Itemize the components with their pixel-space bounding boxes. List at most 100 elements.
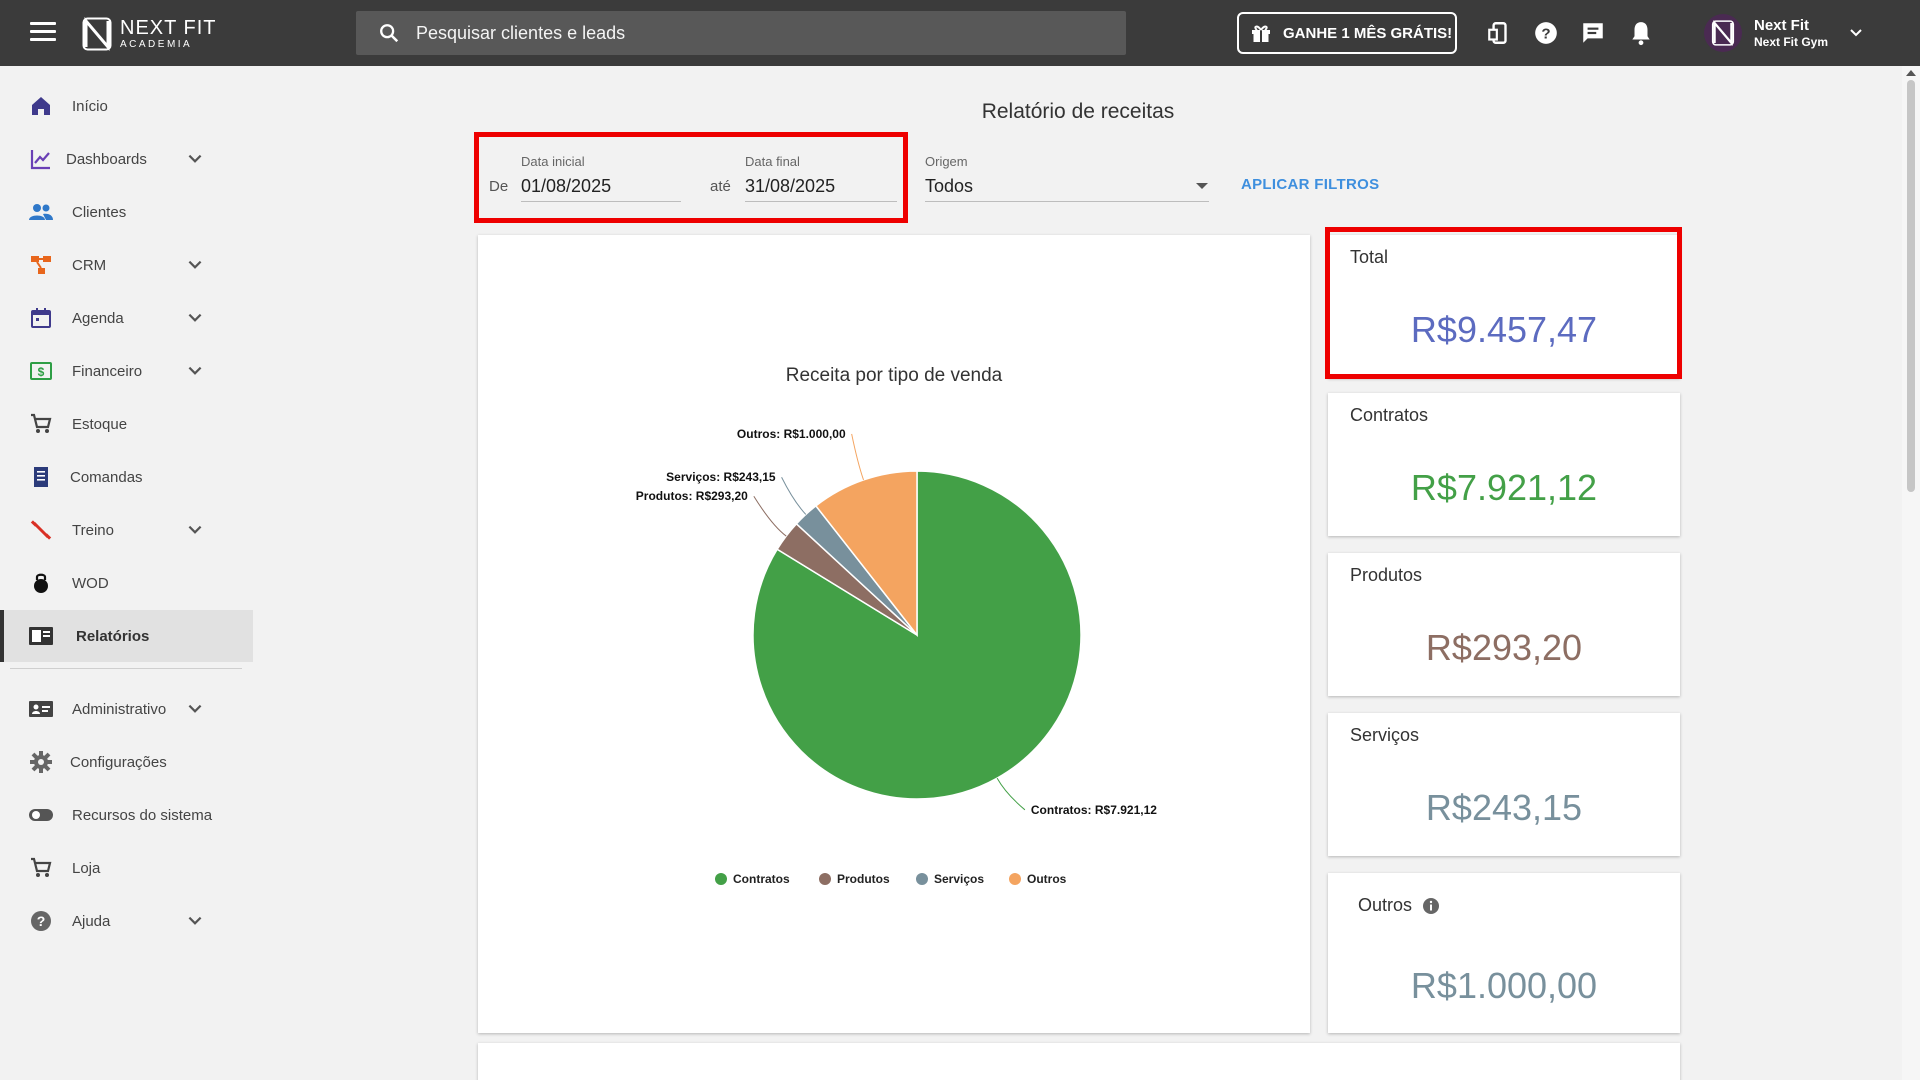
gift-icon (1252, 25, 1270, 42)
date-range-highlight (474, 132, 908, 223)
leader-line-produtos (753, 495, 787, 537)
servicos-card: Serviços R$243,15 (1328, 713, 1680, 856)
logo[interactable]: NEXT FIT ACADEMIA (82, 16, 217, 52)
toggle-icon (28, 802, 54, 828)
chart-line-icon (28, 146, 54, 172)
mobile-app-icon[interactable] (1486, 20, 1512, 46)
sidebar-item-label: Relatórios (76, 627, 150, 645)
svg-text:$: $ (38, 365, 45, 379)
menu-icon[interactable] (30, 22, 56, 44)
sidebar-item-label: Treino (72, 521, 114, 539)
data-label-contratos: Contratos: R$7.921,12 (1031, 803, 1157, 817)
sidebar-item-label: WOD (72, 574, 109, 592)
sidebar-item-crm[interactable]: CRM (0, 239, 253, 291)
sidebar-item-label: Recursos do sistema (72, 806, 213, 824)
legend-label-contratos: Contratos (733, 872, 790, 886)
total-value: R$9.457,47 (1410, 309, 1598, 350)
sidebar-item-recursos[interactable]: Recursos do sistema (0, 789, 253, 841)
gym-name: Next Fit Gym (1754, 34, 1829, 49)
sidebar-item-label: Configurações (70, 753, 167, 771)
scrollbar[interactable] (1902, 66, 1920, 1080)
legend-marker-contratos (715, 873, 727, 885)
sidebar-item-wod[interactable]: WOD (0, 557, 253, 609)
start-date-underline (521, 201, 681, 202)
chart-title: Receita por tipo de venda (785, 365, 1003, 386)
info-icon[interactable] (1422, 897, 1440, 915)
sidebar-item-label: CRM (72, 256, 107, 274)
cart-icon (28, 411, 54, 437)
kettlebell-icon (28, 570, 54, 596)
produtos-value: R$293,20 (1425, 627, 1583, 668)
people-icon (28, 199, 54, 225)
origin-select[interactable]: Todos (925, 176, 974, 196)
pie-slice-outros (814, 470, 918, 638)
sidebar-item-estoque[interactable]: Estoque (0, 398, 253, 450)
scroll-thumb[interactable] (1907, 80, 1915, 492)
sidebar-item-administrativo[interactable]: Administrativo (0, 683, 253, 735)
start-date-label: Data inicial (521, 154, 585, 169)
sidebar-item-agenda[interactable]: Agenda (0, 292, 253, 344)
sidebar-item-dashboards[interactable]: Dashboards (0, 133, 253, 185)
scroll-up-icon[interactable] (1906, 70, 1916, 76)
contratos-value: R$7.921,12 (1410, 467, 1598, 508)
search-input[interactable] (416, 22, 1016, 44)
sidebar-item-label: Início (72, 97, 108, 115)
notification-bell-icon[interactable] (1628, 20, 1654, 46)
sidebar-item-financeiro[interactable]: $ Financeiro (0, 345, 253, 397)
chevron-down-icon (188, 916, 202, 925)
sidebar-item-clientes[interactable]: Clientes (0, 186, 253, 238)
top-bar: NEXT FIT ACADEMIA GANHE 1 MÊS GRÁTIS! ? … (0, 0, 1920, 66)
receipt-icon (28, 464, 54, 490)
sidebar-item-loja[interactable]: Loja (0, 842, 253, 894)
page-title: Relatório de receitas (981, 100, 1175, 123)
sidebar-item-label: Comandas (70, 468, 143, 486)
chevron-down-icon (188, 260, 202, 269)
apply-filters-button[interactable]: APLICAR FILTROS (1241, 176, 1380, 193)
chevron-down-icon (188, 704, 202, 713)
sidebar-item-label: Ajuda (72, 912, 111, 930)
sidebar-item-label: Loja (72, 859, 101, 877)
produtos-card: Produtos R$293,20 (1328, 553, 1680, 696)
home-icon (28, 93, 54, 119)
leader-line-contratos (996, 777, 1026, 811)
sidebar-item-ajuda[interactable]: ? Ajuda (0, 895, 253, 947)
total-label: Total (1350, 247, 1389, 267)
sidebar-item-label: Agenda (72, 309, 124, 327)
leader-line-servicos (781, 477, 807, 515)
chat-icon[interactable] (1580, 20, 1606, 46)
end-date-input[interactable]: 31/08/2025 (745, 176, 836, 196)
end-date-label: Data final (745, 154, 800, 169)
outros-label: Outros (1358, 895, 1413, 915)
revenue-chart-card: Receita por tipo de venda Contratos: R$7… (478, 235, 1310, 1033)
sidebar-divider (10, 668, 242, 669)
free-month-button[interactable]: GANHE 1 MÊS GRÁTIS! (1237, 12, 1457, 54)
sidebar-item-relatorios[interactable]: Relatórios (0, 610, 253, 662)
sidebar-item-label: Clientes (72, 203, 127, 221)
legend-marker-servicos (916, 873, 928, 885)
from-prefix: De (489, 178, 509, 195)
report-icon (28, 623, 54, 649)
revenue-pie-chart: Contratos: R$7.921,12 Produtos: R$293,20 S… (636, 427, 1157, 886)
end-date-underline (745, 201, 897, 202)
sidebar-item-inicio[interactable]: Início (0, 80, 253, 132)
sidebar-item-comandas[interactable]: Comandas (0, 451, 253, 503)
sidebar-item-treino[interactable]: Treino (0, 504, 253, 556)
help-icon[interactable]: ? (1533, 20, 1559, 46)
dumbbell-icon (28, 517, 54, 543)
servicos-label: Serviços (1350, 725, 1420, 745)
crm-icon (28, 252, 54, 278)
help-icon: ? (28, 908, 54, 934)
chevron-down-icon (188, 154, 202, 163)
svg-text:?: ? (37, 913, 46, 929)
start-date-input[interactable]: 01/08/2025 (521, 176, 612, 196)
dropdown-arrow-icon[interactable] (1196, 183, 1208, 189)
sidebar-item-label: Dashboards (66, 150, 147, 168)
user-menu[interactable]: Next Fit Next Fit Gym (1704, 14, 1864, 52)
data-label-outros: Outros: R$1.000,00 (737, 427, 846, 441)
sidebar-item-configuracoes[interactable]: Configurações (0, 736, 253, 788)
legend-marker-produtos (819, 873, 831, 885)
secondary-report-card (478, 1043, 1680, 1080)
search-bar[interactable] (356, 11, 1126, 55)
total-highlight (1325, 227, 1682, 379)
data-label-produtos: Produtos: R$293,20 (636, 489, 748, 503)
